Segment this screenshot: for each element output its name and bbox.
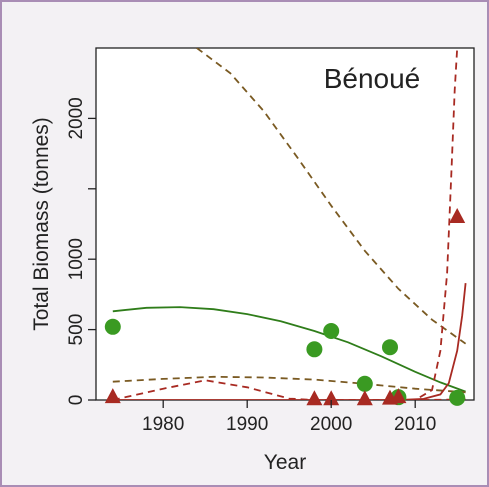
- fit-line-1: [112, 306, 466, 393]
- y-tick-label: 2000: [66, 97, 87, 139]
- circle-point-2: [306, 341, 323, 358]
- x-tick-label: 2010: [394, 414, 436, 435]
- x-axis-label: Year: [264, 451, 306, 474]
- x-tick-label: 2000: [310, 414, 352, 435]
- y-axis-label: Total Biomass (tonnes): [30, 117, 53, 331]
- circle-point-7: [449, 389, 466, 406]
- y-tick-label: 1000: [66, 238, 87, 280]
- triangle-point-3: [323, 390, 340, 406]
- triangle-point-4: [356, 390, 373, 406]
- axes: 1980 1990 2000 2010 0 500 1000 2000: [66, 97, 436, 435]
- x-tick-label: 1980: [142, 414, 184, 435]
- fit-line-2: [196, 48, 467, 345]
- plot-area: [95, 47, 475, 401]
- triangle-point-6: [390, 388, 407, 404]
- triangle-point-7: [449, 207, 466, 223]
- circle-point-5: [382, 339, 398, 356]
- circle-point-3: [323, 323, 340, 340]
- y-tick-label: 0: [66, 395, 87, 406]
- fit-line-3: [112, 375, 466, 394]
- data-points: [104, 207, 466, 406]
- triangle-point-2: [306, 390, 323, 406]
- circle-point-4: [356, 375, 373, 392]
- fit-line-5: [112, 48, 459, 400]
- x-tick-label: 1990: [226, 414, 268, 435]
- triangle-point-1: [104, 388, 121, 404]
- y-tick-label: 500: [66, 314, 87, 346]
- chart-title: Bénoué: [324, 63, 421, 94]
- circle-point-1: [104, 318, 121, 335]
- fit-line-6: [398, 397, 466, 400]
